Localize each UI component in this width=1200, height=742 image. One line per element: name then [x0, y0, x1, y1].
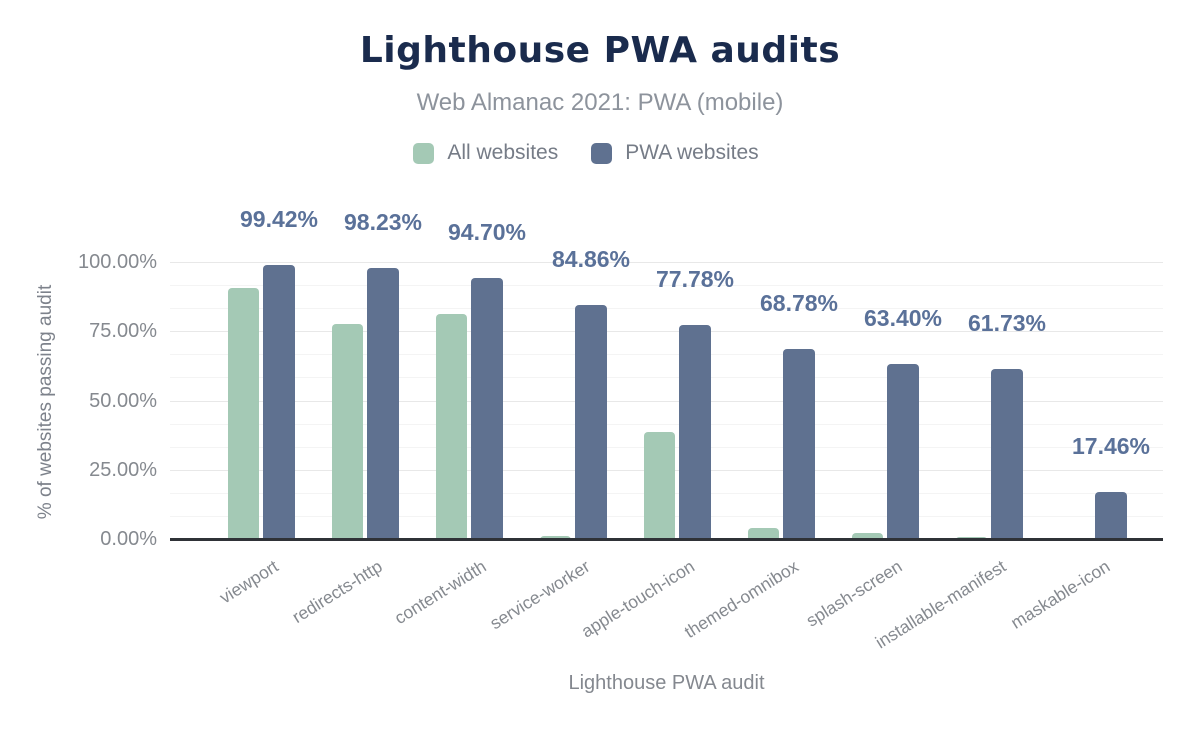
x-tick-redirects-http: redirects-http — [288, 556, 386, 628]
value-label-splash-screen: 63.40% — [863, 305, 942, 332]
legend-swatch-pwa-websites-icon — [591, 142, 613, 164]
value-label-maskable-icon: 17.46% — [1071, 432, 1150, 459]
bar-all-websites-redirects-http — [332, 324, 363, 540]
bar-pwa-websites-installable-manifest — [991, 369, 1023, 540]
bar-pwa-websites-viewport — [263, 264, 295, 540]
x-tick-content-width: content-width — [390, 556, 490, 629]
x-tick-viewport: viewport — [215, 556, 282, 608]
bar-pwa-websites-redirects-http — [367, 267, 399, 540]
x-axis-line — [170, 538, 1163, 541]
y-tick-50: 50.00% — [89, 389, 157, 412]
bar-pwa-websites-themed-omnibox — [783, 349, 815, 540]
bar-pwa-websites-maskable-icon — [1095, 491, 1127, 540]
major-gridline — [170, 331, 1163, 333]
legend-label-pwa-websites: PWA websites — [625, 141, 759, 164]
x-tick-apple-touch-icon: apple-touch-icon — [577, 556, 698, 642]
x-tick-service-worker: service-worker — [486, 556, 594, 634]
bar-all-websites-splash-screen — [852, 533, 883, 540]
value-label-redirects-http: 98.23% — [343, 208, 422, 235]
bar-all-websites-themed-omnibox — [748, 527, 779, 540]
legend-swatch-all-websites-icon — [413, 142, 435, 164]
legend-item-pwa-websites: PWA websites — [591, 141, 759, 165]
y-tick-75: 75.00% — [89, 320, 157, 343]
y-tick-100: 100.00% — [78, 251, 157, 273]
bar-pwa-websites-service-worker — [575, 304, 607, 540]
major-gridline — [170, 262, 1163, 263]
bar-pwa-websites-apple-touch-icon — [679, 324, 711, 540]
value-label-viewport: 99.42% — [239, 205, 318, 232]
x-tick-maskable-icon: maskable-icon — [1007, 556, 1114, 633]
legend: All websites PWA websites — [0, 141, 1186, 165]
y-tick-25: 25.00% — [89, 458, 157, 481]
legend-item-all-websites: All websites — [413, 141, 558, 165]
chart-subtitle: Web Almanac 2021: PWA (mobile) — [416, 89, 784, 116]
major-gridline — [170, 400, 1163, 402]
x-tick-themed-omnibox: themed-omnibox — [680, 556, 802, 643]
value-label-apple-touch-icon: 77.78% — [655, 265, 734, 292]
value-label-themed-omnibox: 68.78% — [759, 290, 838, 317]
bar-pwa-websites-content-width — [471, 277, 503, 540]
x-tick-splash-screen: splash-screen — [802, 556, 906, 631]
bar-pwa-websites-splash-screen — [887, 364, 919, 540]
minor-gridline — [170, 308, 1163, 310]
minor-gridline — [170, 354, 1163, 356]
minor-gridline — [170, 423, 1163, 425]
bar-all-websites-viewport — [228, 288, 259, 540]
value-label-service-worker: 84.86% — [551, 245, 630, 272]
bar-all-websites-service-worker — [540, 535, 571, 540]
chart-title: Lighthouse PWA audits — [359, 30, 841, 71]
y-tick-0: 0.00% — [100, 528, 157, 550]
bar-all-websites-apple-touch-icon — [644, 432, 675, 540]
value-label-content-width: 94.70% — [447, 218, 526, 245]
bar-all-websites-content-width — [436, 313, 467, 540]
minor-gridline — [170, 285, 1163, 287]
legend-label-all-websites: All websites — [447, 141, 559, 164]
plot-area: 99.42% 98.23% 94.70% 84.86% 77.78% 68.78% 63.4… — [170, 206, 1163, 540]
minor-gridline — [170, 377, 1163, 379]
x-axis-tick-labels: viewport redirects-http content-width servi… — [170, 556, 1163, 652]
x-axis-title: Lighthouse PWA audit — [568, 672, 765, 694]
value-label-installable-manifest: 61.73% — [967, 310, 1046, 337]
